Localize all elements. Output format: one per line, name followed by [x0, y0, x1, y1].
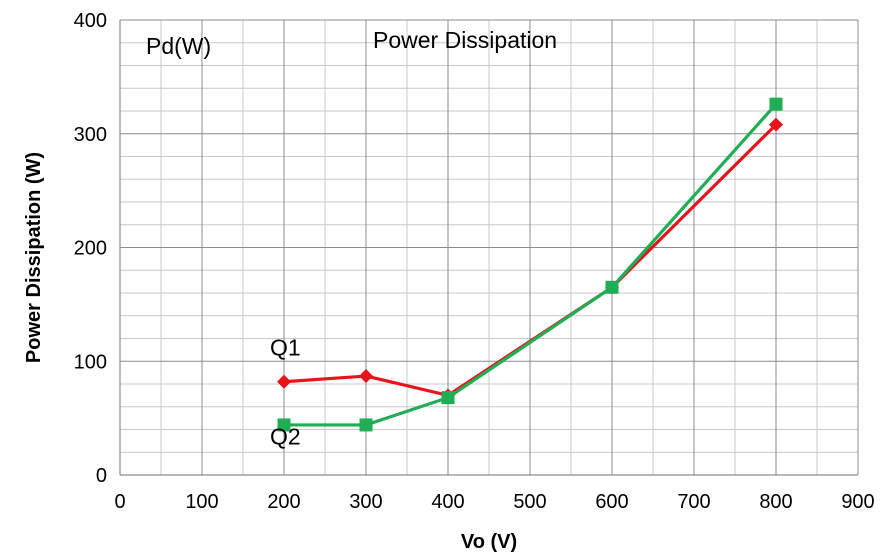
data-point-q1	[769, 117, 783, 132]
x-tick-label: 700	[677, 491, 710, 513]
x-tick-label: 0	[114, 491, 125, 513]
data-point-q1	[359, 369, 373, 384]
corner-label: Pd(W)	[146, 33, 211, 59]
minor-gridlines	[120, 20, 858, 475]
x-tick-label: 200	[267, 491, 300, 513]
x-tick-labels: 0 100 200 300 400 500 600 700 800 900	[114, 491, 874, 513]
x-tick-label: 800	[759, 491, 792, 513]
y-tick-labels: 0 100 200 300 400	[74, 10, 107, 487]
x-tick-label: 400	[431, 491, 464, 513]
y-axis-title: Power Dissipation (W)	[23, 152, 45, 363]
major-gridlines	[119, 19, 859, 476]
chart-title: Power Dissipation	[373, 27, 557, 53]
y-tick-label: 200	[74, 238, 107, 260]
series-layer	[277, 97, 783, 432]
series-label-q1: Q1	[270, 334, 301, 360]
data-point-q2	[359, 418, 373, 432]
data-point-q2	[277, 418, 291, 432]
data-point-q2	[769, 97, 783, 111]
x-axis-title: Vo (V)	[461, 531, 517, 553]
annotations: Q1 Q2	[270, 334, 301, 449]
series-label-q2: Q2	[270, 423, 301, 449]
x-tick-label: 500	[513, 491, 546, 513]
data-point-q1	[277, 374, 291, 389]
y-tick-label: 0	[96, 465, 107, 487]
axes	[119, 20, 858, 476]
y-tick-label: 400	[74, 10, 107, 32]
data-point-q2	[605, 280, 619, 294]
y-tick-label: 300	[74, 124, 107, 146]
x-tick-label: 600	[595, 491, 628, 513]
x-tick-label: 900	[841, 491, 874, 513]
data-point-q2	[441, 391, 455, 405]
y-tick-label: 100	[74, 351, 107, 373]
x-tick-label: 100	[185, 491, 218, 513]
x-tick-label: 300	[349, 491, 382, 513]
